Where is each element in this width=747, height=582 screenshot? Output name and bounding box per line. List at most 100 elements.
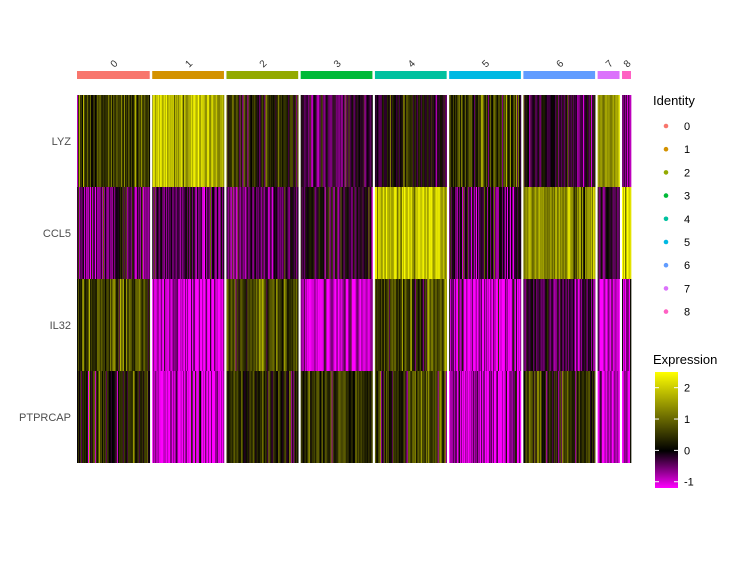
heatmap-cell <box>300 95 303 187</box>
heatmap-cell <box>237 371 239 463</box>
heatmap-cell <box>599 279 601 371</box>
heatmap-cell <box>327 371 329 463</box>
heatmap-cell <box>327 187 329 279</box>
heatmap-cell <box>489 279 491 371</box>
heatmap-cell <box>545 187 547 279</box>
heatmap-cell <box>266 187 268 279</box>
heatmap-cell <box>258 95 260 187</box>
heatmap-cell <box>154 371 156 463</box>
heatmap-cell <box>128 279 131 371</box>
heatmap-cell <box>183 279 185 371</box>
heatmap-cell <box>334 371 336 463</box>
heatmap-cell <box>361 371 363 463</box>
heatmap-cell <box>623 279 625 371</box>
heatmap-cell <box>456 371 458 463</box>
heatmap-cell <box>455 187 457 279</box>
heatmap-cell <box>407 279 410 371</box>
heatmap-cell <box>433 371 436 463</box>
heatmap-cell <box>234 95 236 187</box>
heatmap-cell <box>561 187 563 279</box>
heatmap-cell <box>91 95 94 187</box>
heatmap-cell <box>582 371 584 463</box>
heatmap-cell <box>125 279 128 371</box>
heatmap-cell <box>184 187 186 279</box>
heatmap-cell <box>116 371 119 463</box>
heatmap-cell <box>338 371 340 463</box>
heatmap-cell <box>99 187 102 279</box>
heatmap-cell <box>342 371 344 463</box>
heatmap-cell <box>260 279 262 371</box>
heatmap-cell <box>311 279 313 371</box>
heatmap-cell <box>414 187 417 279</box>
heatmap-cell <box>175 95 177 187</box>
heatmap-cell <box>547 187 549 279</box>
heatmap-cell <box>333 371 335 463</box>
heatmap-cell <box>400 279 403 371</box>
heatmap-cell <box>473 279 475 371</box>
heatmap-cell <box>227 187 229 279</box>
heatmap-cell <box>498 279 501 371</box>
heatmap-cell <box>463 95 465 187</box>
heatmap-cell <box>79 279 82 371</box>
heatmap-cell <box>541 371 543 463</box>
heatmap-cell <box>113 95 116 187</box>
heatmap-cell <box>493 279 496 371</box>
heatmap-cell <box>334 279 336 371</box>
heatmap-cell <box>351 371 353 463</box>
heatmap-cell <box>420 279 423 371</box>
heatmap-cell <box>593 279 595 371</box>
heatmap-cell <box>91 371 94 463</box>
heatmap-cell <box>368 187 370 279</box>
heatmap-cell <box>424 187 427 279</box>
heatmap-cell <box>388 371 391 463</box>
heatmap-cell <box>201 187 203 279</box>
heatmap-cell <box>126 371 129 463</box>
heatmap-cell <box>346 187 348 279</box>
heatmap-cell <box>198 371 200 463</box>
heatmap-cell <box>336 371 338 463</box>
heatmap-cell <box>261 187 263 279</box>
heatmap-cell <box>491 187 494 279</box>
heatmap-cell <box>112 371 115 463</box>
heatmap-cell <box>192 95 194 187</box>
heatmap-cell <box>383 187 386 279</box>
heatmap-cell <box>537 95 539 187</box>
heatmap-cell <box>305 95 308 187</box>
heatmap-cell <box>538 95 540 187</box>
heatmap-cell <box>396 371 399 463</box>
heatmap-cell <box>100 95 103 187</box>
heatmap-cell <box>378 187 381 279</box>
heatmap-cell <box>219 187 222 279</box>
heatmap-cell <box>198 95 200 187</box>
heatmap-cell <box>259 187 261 279</box>
heatmap-cell <box>500 371 503 463</box>
heatmap-cell <box>510 95 513 187</box>
heatmap-cell <box>511 279 514 371</box>
heatmap-cell <box>159 371 161 463</box>
heatmap-cell <box>435 95 438 187</box>
heatmap-cell <box>354 279 356 371</box>
heatmap-cell <box>402 95 405 187</box>
heatmap-cell <box>300 279 303 371</box>
heatmap-cell <box>339 371 341 463</box>
heatmap-cell <box>617 187 619 279</box>
heatmap-cell <box>417 187 420 279</box>
heatmap-cell <box>325 187 327 279</box>
heatmap-cell <box>394 371 397 463</box>
heatmap-cell <box>417 95 420 187</box>
heatmap-cell <box>439 279 442 371</box>
heatmap-cell <box>503 371 506 463</box>
heatmap-cell <box>183 187 185 279</box>
heatmap-cell <box>587 279 589 371</box>
heatmap-cell <box>200 371 202 463</box>
heatmap-cell <box>555 279 557 371</box>
heatmap-cell <box>222 279 225 371</box>
heatmap-cell <box>171 187 173 279</box>
heatmap-cell <box>243 187 245 279</box>
heatmap-cell <box>585 279 587 371</box>
heatmap-cell <box>392 187 395 279</box>
heatmap-cell <box>585 187 587 279</box>
heatmap-cell <box>438 95 441 187</box>
heatmap-cell <box>386 187 389 279</box>
heatmap-cell <box>611 187 613 279</box>
